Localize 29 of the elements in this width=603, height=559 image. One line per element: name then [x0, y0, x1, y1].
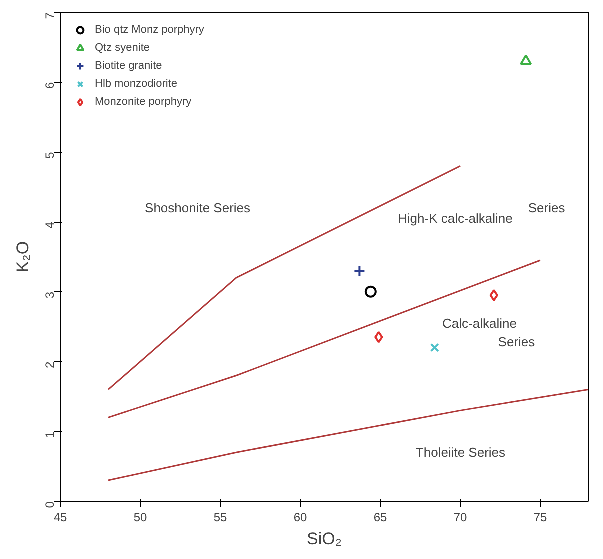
annotation: Calc-alkaline: [442, 316, 517, 332]
y-tick-label: 4: [43, 222, 57, 229]
y-tick-label: 0: [43, 501, 57, 508]
annotation: Shoshonite Series: [145, 200, 252, 216]
legend-label: Bio qtz Monz porphyry: [95, 23, 204, 38]
x-axis-title: SiO₂: [307, 530, 342, 548]
annotation: Series: [498, 334, 536, 350]
y-tick-label: 7: [43, 12, 57, 20]
x-tick-label: 55: [214, 510, 228, 524]
legend-label: Qtz syenite: [95, 41, 150, 56]
y-tick-label: 1: [43, 431, 57, 438]
legend-label: Biotite granite: [95, 59, 162, 74]
x-tick-label: 60: [294, 510, 308, 524]
annotation: Series: [528, 200, 566, 216]
y-axis-title: K₂O: [14, 241, 32, 273]
x-tick-label: 65: [374, 510, 388, 524]
legend-label: Monzonite porphyry: [95, 95, 192, 110]
annotation: Tholeiite Series: [416, 445, 506, 460]
y-tick-label: 3: [43, 292, 57, 299]
y-tick-label: 5: [43, 152, 57, 159]
y-tick-label: 2: [43, 361, 57, 368]
line-series: [108, 388, 588, 482]
annotation: High-K calc-alkaline: [398, 210, 513, 226]
x-tick-label: 45: [54, 510, 68, 524]
x-tick-label: 70: [454, 510, 468, 524]
x-tick-label: 75: [534, 510, 548, 524]
x-tick-label: 50: [134, 510, 148, 524]
legend-label: Hlb monzodiorite: [95, 77, 178, 92]
y-tick-label: 6: [43, 82, 57, 90]
